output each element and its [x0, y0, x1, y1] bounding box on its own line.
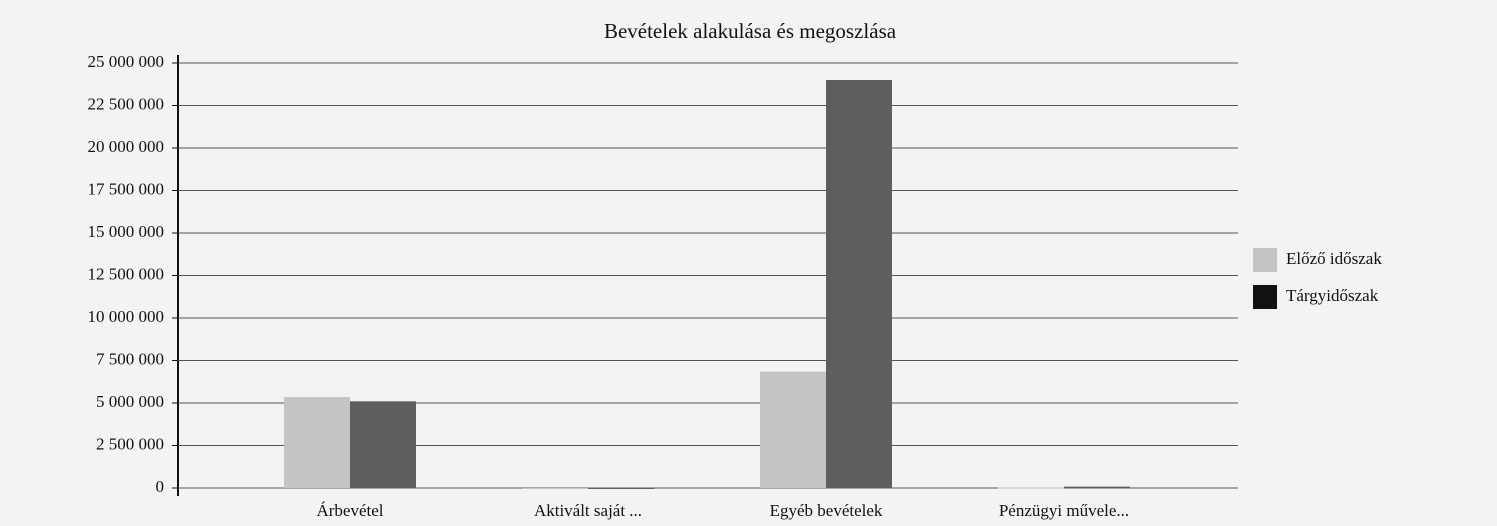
y-tick-label: 22 500 000	[88, 94, 165, 113]
y-tick-label: 15 000 000	[88, 222, 165, 241]
bar	[760, 371, 826, 488]
bar	[284, 397, 350, 488]
y-tick-label: 20 000 000	[88, 137, 165, 156]
y-tick-label: 5 000 000	[96, 392, 164, 411]
bar	[588, 488, 654, 489]
x-tick-label: Pénzügyi művele...	[999, 501, 1129, 520]
y-tick-label: 25 000 000	[88, 52, 165, 71]
bar	[1064, 486, 1130, 488]
legend-label: Tárgyidőszak	[1286, 286, 1379, 305]
y-tick-label: 17 500 000	[88, 179, 165, 198]
bar	[350, 401, 416, 488]
legend-label: Előző időszak	[1286, 249, 1382, 268]
bar	[826, 80, 892, 488]
y-tick-label: 2 500 000	[96, 434, 164, 453]
legend-swatch	[1253, 285, 1277, 309]
legend-swatch	[1253, 248, 1277, 272]
bar	[522, 488, 588, 489]
x-tick-label: Egyéb bevételek	[770, 501, 883, 520]
bar	[998, 487, 1064, 489]
chart-title: Bevételek alakulása és megoszlása	[604, 19, 897, 43]
x-tick-label: Árbevétel	[316, 501, 383, 520]
y-tick-label: 7 500 000	[96, 349, 164, 368]
y-tick-label: 12 500 000	[88, 264, 165, 283]
y-tick-label: 0	[156, 477, 165, 496]
x-tick-label: Aktivált saját ...	[534, 501, 642, 520]
y-tick-label: 10 000 000	[88, 307, 165, 326]
